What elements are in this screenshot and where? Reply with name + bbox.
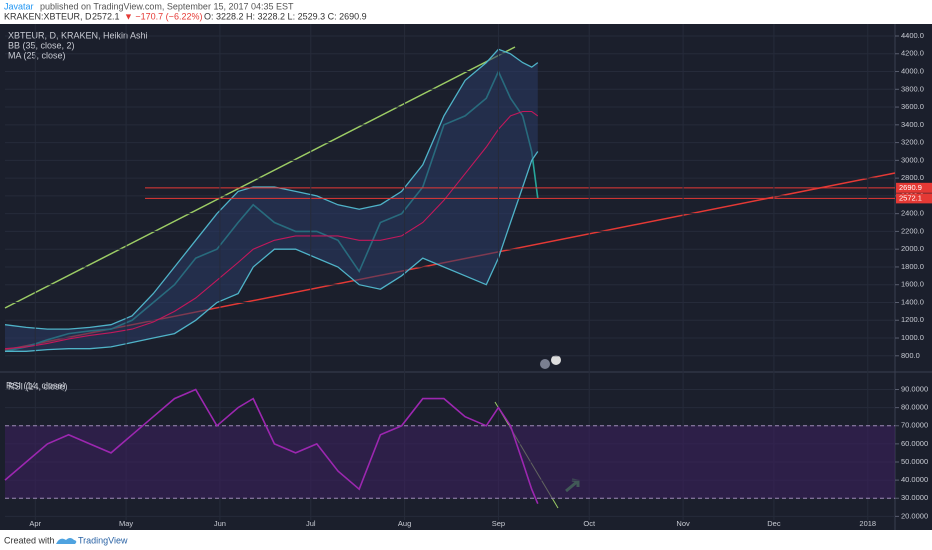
x-tick-label: Jun — [214, 519, 226, 528]
brand-logo — [56, 538, 77, 544]
y-tick-label: 80.0000 — [901, 403, 928, 412]
y-tick-label: 2400.0 — [901, 209, 924, 218]
price-label: 2690.9 — [899, 183, 922, 192]
legend-entry: BB (35, close, 2) — [8, 40, 75, 50]
trendline-green — [4, 46, 516, 309]
x-tick-label: Apr — [29, 519, 41, 528]
event-icon[interactable] — [540, 359, 550, 369]
price-label: 2572.1 — [899, 193, 922, 202]
event-icon[interactable] — [551, 355, 561, 365]
y-tick-label: 1800.0 — [901, 262, 924, 271]
y-tick-label: 90.0000 — [901, 384, 928, 393]
price-change: ▼ −170.7 (−6.22%) — [124, 11, 202, 21]
series-line — [4, 110, 539, 350]
y-tick-label: 4400.0 — [901, 31, 924, 40]
y-tick-label: 30.0000 — [901, 493, 928, 502]
y-tick-label: 1200.0 — [901, 315, 924, 324]
legend-entry: XBTEUR, D, KRAKEN, Heikin Ashi — [8, 30, 148, 40]
legend-entry: RSI (14, close) — [8, 381, 68, 391]
y-tick-label: 2800.0 — [901, 173, 924, 182]
y-tick-label: 70.0000 — [901, 421, 928, 430]
x-tick-label: May — [119, 519, 133, 528]
y-tick-label: 3800.0 — [901, 84, 924, 93]
legend-entry: MA (25, close) — [8, 50, 66, 60]
y-tick-label: 1600.0 — [901, 280, 924, 289]
x-tick-label: Nov — [676, 519, 690, 528]
last-price: 2572.1 — [92, 11, 120, 21]
y-tick-label: 2200.0 — [901, 226, 924, 235]
bb-upper — [4, 48, 539, 330]
ohlc: O: 3228.2 H: 3228.2 L: 2529.3 C: 2690.9 — [204, 11, 367, 21]
rsi-band-fill — [5, 425, 895, 499]
x-tick-label: Dec — [767, 519, 781, 528]
author[interactable]: Javatar — [4, 1, 34, 11]
symbol: KRAKEN:XBTEUR, D — [4, 11, 92, 21]
footer-brand[interactable]: TradingView — [78, 535, 128, 545]
price-label-box — [896, 182, 932, 193]
y-tick-label: 3000.0 — [901, 155, 924, 164]
y-tick-label: 1400.0 — [901, 297, 924, 306]
y-tick-label: 60.0000 — [901, 439, 928, 448]
footer-created: Created with — [4, 535, 55, 545]
x-tick-label: Oct — [583, 519, 596, 528]
x-tick-label: Aug — [398, 519, 411, 528]
published: published on TradingView.com, September … — [40, 1, 294, 11]
y-tick-label: 4000.0 — [901, 67, 924, 76]
y-tick-label: 40.0000 — [901, 475, 928, 484]
price-line — [4, 388, 539, 505]
y-tick-label: 800.0 — [901, 351, 920, 360]
bb-fill — [5, 49, 538, 352]
y-tick-label: 3600.0 — [901, 102, 924, 111]
x-tick-label: Jul — [306, 519, 316, 528]
y-tick-label: 3200.0 — [901, 138, 924, 147]
x-tick-label: Sep — [492, 519, 505, 528]
y-tick-label: 50.0000 — [901, 457, 928, 466]
y-tick-label: 4200.0 — [901, 49, 924, 58]
price-label-box — [896, 193, 932, 204]
y-tick-label: 1000.0 — [901, 333, 924, 342]
y-tick-label: 2000.0 — [901, 244, 924, 253]
y-tick-label: 20.0000 — [901, 511, 928, 520]
x-tick-label: 2018 — [859, 519, 876, 528]
bb-lower — [5, 151, 539, 352]
footer-bg — [0, 530, 932, 550]
y-tick-label: 3400.0 — [901, 120, 924, 129]
